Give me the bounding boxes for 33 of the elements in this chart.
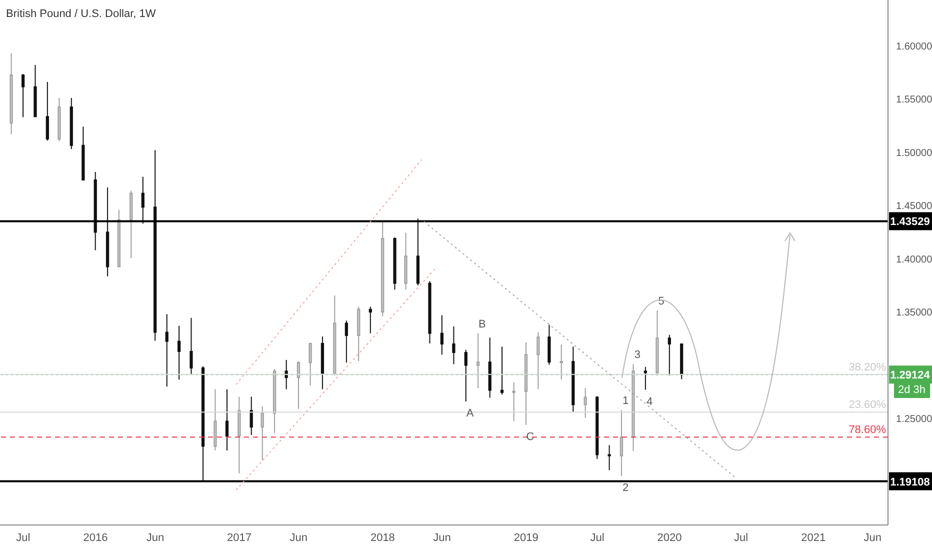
y-tick-label: 1.55000 xyxy=(896,94,932,106)
annotation: B xyxy=(478,318,486,330)
ref-line-label: 1.43529 xyxy=(890,216,930,228)
x-tick-label: Jun xyxy=(146,532,164,544)
x-tick-label: Jun xyxy=(864,532,882,544)
annotation: 1 xyxy=(622,394,629,407)
annotation: A xyxy=(466,407,474,420)
x-tick-label: Jun xyxy=(433,532,451,544)
annotation: 78.60% xyxy=(848,424,886,436)
x-tick-label: 2019 xyxy=(514,532,538,544)
annotation: 2 xyxy=(622,482,629,494)
annotation: 4 xyxy=(646,396,653,408)
annotation: 3 xyxy=(634,349,640,362)
annotation: C xyxy=(526,430,534,443)
y-tick-label: 1.50000 xyxy=(896,148,932,159)
x-tick-label: 2017 xyxy=(227,532,252,544)
x-tick-label: Jul xyxy=(16,532,30,544)
y-tick-label: 1.35000 xyxy=(896,308,932,319)
x-tick-label: 2020 xyxy=(657,532,682,544)
text: 2d 3h xyxy=(894,382,930,398)
y-tick-label: 1.45000 xyxy=(896,201,932,212)
ref-line-label: 1.19108 xyxy=(890,476,930,488)
y-tick-label: 1.60000 xyxy=(896,41,932,52)
x-tick-label: Jul xyxy=(734,532,748,544)
x-tick-label: 2021 xyxy=(801,532,826,544)
y-tick-label: 1.25000 xyxy=(896,414,932,426)
x-tick-label: 2018 xyxy=(370,532,395,544)
x-tick-label: 2016 xyxy=(83,532,108,544)
ref-line-label: 1.29124 xyxy=(890,370,931,382)
y-tick-label: 1.40000 xyxy=(896,254,932,266)
x-tick-label: Jul xyxy=(590,532,604,544)
text: British Pound / U.S. Dollar, 1W xyxy=(6,8,156,20)
x-tick-label: Jun xyxy=(290,532,308,544)
